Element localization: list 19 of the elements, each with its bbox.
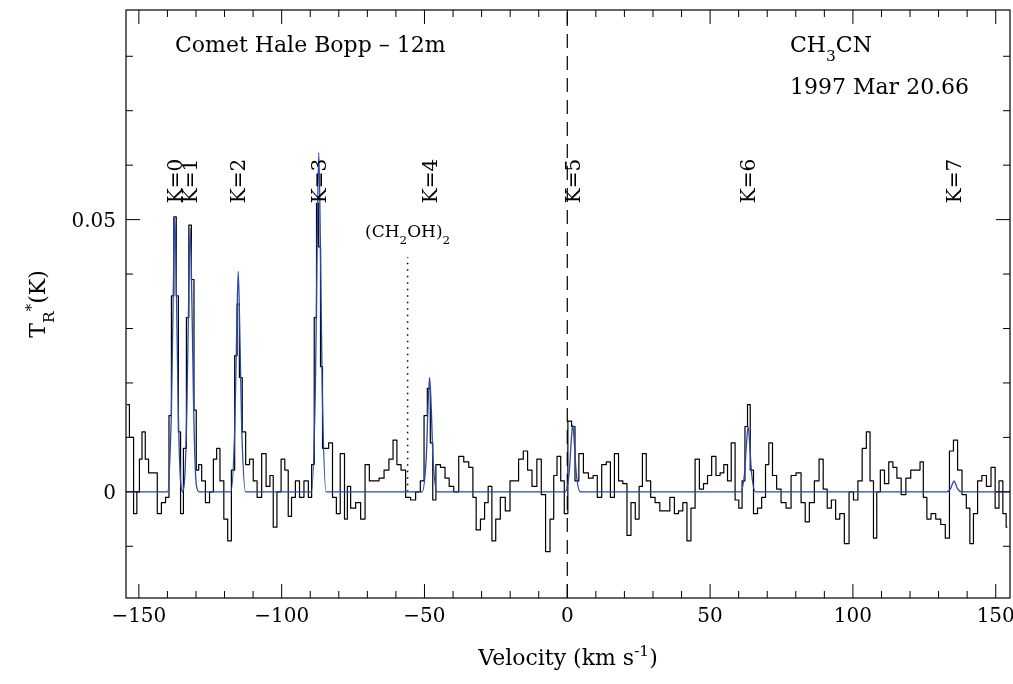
x-tick-label: −100 <box>254 603 310 627</box>
y-tick-label: 0.05 <box>71 207 116 232</box>
annotation: K=3 <box>306 158 331 204</box>
annotation: K=4 <box>417 158 442 204</box>
x-tick-label: −150 <box>111 603 167 627</box>
annotation: K=7 <box>942 158 967 204</box>
annotation: K=2 <box>226 158 251 204</box>
annotation: K=5 <box>560 158 585 204</box>
annotation: CH$_{3}$CN <box>790 32 872 65</box>
x-tick-label: 50 <box>697 603 723 627</box>
annotation: K=6 <box>736 158 761 204</box>
x-tick-label: 150 <box>976 603 1013 627</box>
ref-line-label: (CH$_{2}$OH)$_{2}$ <box>365 220 451 247</box>
text: Comet Hale Bopp – 12m <box>175 32 446 57</box>
x-tick-label: −50 <box>403 603 446 627</box>
x-tick-label: 0 <box>560 603 574 627</box>
annotation: 1997 Mar 20.66 <box>790 74 970 99</box>
x-axis-title: Velocity (km s$^{-1}$) <box>477 642 658 670</box>
x-tick-label: 100 <box>833 603 872 627</box>
